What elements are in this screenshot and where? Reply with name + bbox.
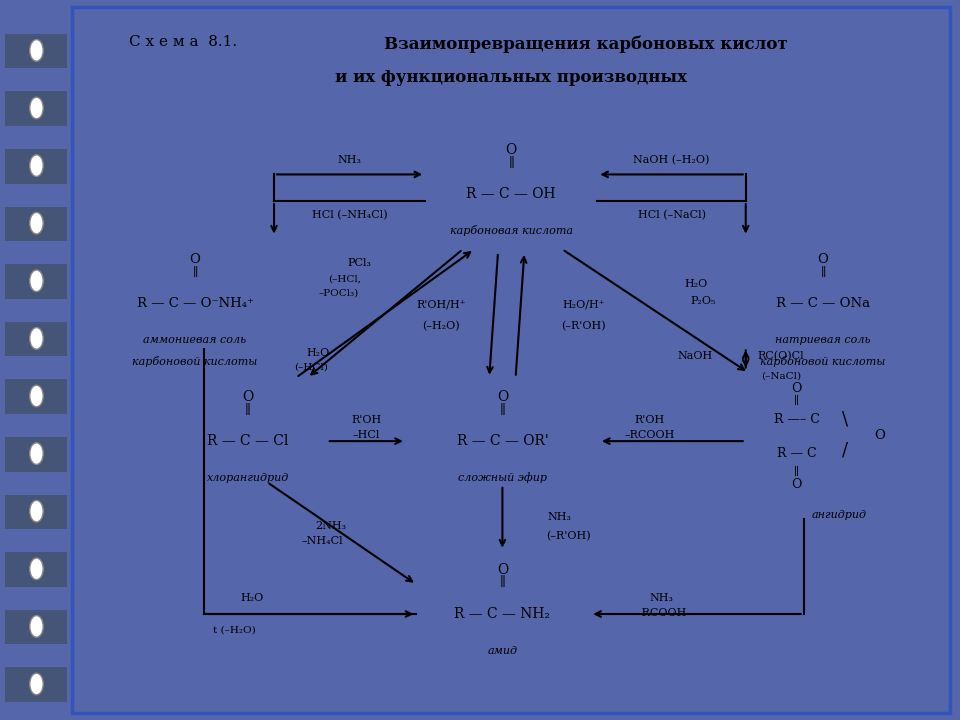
- Text: (–R'OH): (–R'OH): [546, 531, 590, 541]
- Text: R — C — OH: R — C — OH: [467, 187, 556, 201]
- Text: O: O: [242, 390, 253, 405]
- Text: ∥: ∥: [245, 404, 251, 417]
- Text: карбоновая кислота: карбоновая кислота: [449, 225, 573, 236]
- Text: –NH₄Cl: –NH₄Cl: [301, 536, 343, 546]
- Text: ∥: ∥: [794, 396, 800, 406]
- Text: –POCl₃): –POCl₃): [319, 289, 359, 297]
- Text: ∥: ∥: [499, 404, 505, 417]
- Text: NaOH: NaOH: [677, 351, 712, 361]
- Text: O: O: [791, 477, 802, 491]
- Text: –HCl: –HCl: [352, 431, 380, 441]
- Text: H₂O: H₂O: [306, 348, 329, 358]
- Text: NH₃: NH₃: [547, 512, 571, 522]
- Text: H₂O: H₂O: [684, 279, 708, 289]
- Text: H₂O: H₂O: [240, 593, 264, 603]
- Text: O: O: [506, 143, 516, 158]
- Text: HCl (–NaCl): HCl (–NaCl): [637, 210, 706, 220]
- Text: –RCOOH: –RCOOH: [624, 431, 675, 441]
- Text: ангидрид: ангидрид: [811, 510, 866, 521]
- Text: R'OH: R'OH: [635, 415, 664, 425]
- Text: карбоновой кислоты: карбоновой кислоты: [760, 356, 886, 367]
- Text: С х е м а  8.1.: С х е м а 8.1.: [129, 35, 237, 50]
- Text: R — C — OR': R — C — OR': [457, 434, 548, 448]
- Text: \: \: [842, 411, 848, 429]
- Text: /: /: [842, 441, 848, 459]
- Text: натриевая соль: натриевая соль: [776, 336, 871, 346]
- Text: O: O: [818, 253, 828, 266]
- Text: PCl₃: PCl₃: [348, 258, 372, 268]
- Text: ∥: ∥: [499, 577, 505, 590]
- Text: R'OH/H⁺: R'OH/H⁺: [417, 300, 466, 310]
- Text: ∥: ∥: [509, 157, 514, 170]
- Text: O: O: [875, 429, 885, 442]
- Text: H₂O/H⁺: H₂O/H⁺: [562, 300, 605, 310]
- Text: R — C — O⁻NH₄⁺: R — C — O⁻NH₄⁺: [136, 297, 253, 310]
- Text: O: O: [189, 253, 201, 266]
- Text: (–H₂O): (–H₂O): [422, 321, 460, 331]
- Text: и их функциональных производных: и их функциональных производных: [335, 69, 687, 86]
- Text: Взаимопревращения карбоновых кислот: Взаимопревращения карбоновых кислот: [384, 35, 787, 53]
- Text: (–R'OH): (–R'OH): [561, 321, 606, 331]
- Text: O: O: [496, 563, 508, 577]
- Text: (–HCl): (–HCl): [294, 363, 328, 372]
- Text: O: O: [496, 390, 508, 405]
- Text: –RCOOH: –RCOOH: [636, 608, 687, 618]
- Text: (–HCl,: (–HCl,: [327, 274, 361, 284]
- Text: амид: амид: [488, 646, 517, 656]
- Text: O: O: [791, 382, 802, 395]
- Text: NH₃: NH₃: [650, 593, 674, 603]
- Text: ∥: ∥: [794, 467, 800, 477]
- Text: R — C: R — C: [777, 446, 817, 459]
- Text: 2NH₃: 2NH₃: [316, 521, 347, 531]
- Text: R — C — NH₂: R — C — NH₂: [454, 607, 550, 621]
- Text: NaOH (–H₂O): NaOH (–H₂O): [634, 155, 709, 166]
- Text: карбоновой кислоты: карбоновой кислоты: [132, 356, 257, 367]
- Text: аммониевая соль: аммониевая соль: [143, 336, 247, 346]
- Text: HCl (–NH₄Cl): HCl (–NH₄Cl): [312, 210, 388, 220]
- Text: (–NaCl): (–NaCl): [761, 372, 801, 381]
- Text: P₂O₅: P₂O₅: [690, 296, 715, 306]
- Text: сложный эфир: сложный эфир: [458, 472, 547, 483]
- Text: RC(O)Cl: RC(O)Cl: [757, 351, 804, 361]
- Text: хлорангидрид: хлорангидрид: [206, 473, 289, 483]
- Text: ∥: ∥: [821, 266, 826, 279]
- Text: t (–H₂O): t (–H₂O): [213, 625, 256, 634]
- Text: R'OH: R'OH: [351, 415, 381, 425]
- Text: ∥: ∥: [192, 266, 198, 279]
- Text: NH₃: NH₃: [338, 156, 362, 166]
- Text: R — C — Cl: R — C — Cl: [207, 434, 288, 448]
- Text: R —– C: R —– C: [774, 413, 820, 426]
- Text: R — C — ONa: R — C — ONa: [776, 297, 870, 310]
